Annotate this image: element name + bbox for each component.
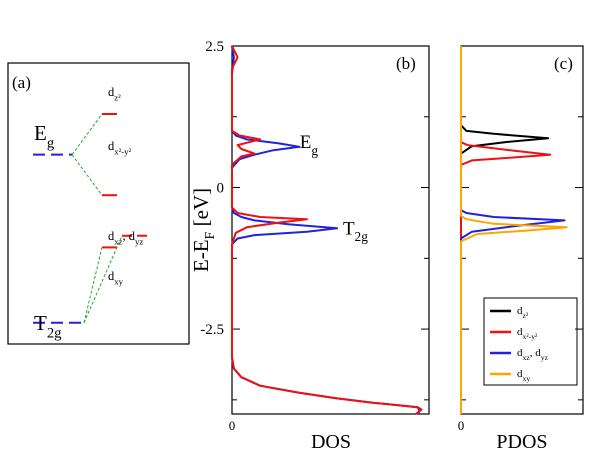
legend-box xyxy=(483,297,578,386)
legend-entry-3: dxy xyxy=(517,368,530,383)
legend-entry-1: dx²-y² xyxy=(517,326,538,341)
xtick-label-0: 0 xyxy=(458,418,465,433)
label-dz²: dz² xyxy=(108,85,121,102)
panel-c-pdos: (c) PDOS dz² dx²-y² dxz, dyz dxy 0 xyxy=(458,45,584,453)
series-line-2 xyxy=(460,46,566,414)
panel-a-diagram: (a) Eg T2g dz² dx²-y² dxy dxz, dyz xyxy=(7,62,190,345)
label-T2g: T2g xyxy=(34,311,62,341)
connector-0 xyxy=(71,113,103,155)
label-dxz: dxz, dyz xyxy=(108,229,143,246)
series-line-3 xyxy=(460,46,568,414)
panel-b-frame xyxy=(231,45,430,415)
panel-b-dos: (b) DOS E-EF [eV] 0 2.5 0 -2.5 Eg T2g xyxy=(189,39,430,453)
label-dx²-y²: dx²-y² xyxy=(108,139,132,156)
series-line-0 xyxy=(231,45,421,415)
series-line-0 xyxy=(460,46,550,414)
ytick-label: 2.5 xyxy=(205,39,224,55)
panel-c-label: (c) xyxy=(554,54,573,73)
legend-entry-0: dz² xyxy=(517,305,529,320)
y-axis-label: E-EF [eV] xyxy=(189,188,218,272)
connector-3 xyxy=(83,235,123,324)
legend-entry-2: dxz, dyz xyxy=(517,347,549,362)
panel-b-label: (b) xyxy=(396,54,416,73)
xtick-label-0: 0 xyxy=(229,418,236,433)
panel-b-xlabel: DOS xyxy=(311,431,351,453)
ytick-label: 0 xyxy=(217,181,225,197)
series-line-1 xyxy=(231,45,423,415)
annotation-Eg: Eg xyxy=(300,132,319,158)
annotation-T2g: T2g xyxy=(343,218,368,244)
label-Eg: Eg xyxy=(34,121,55,151)
panel-a-frame xyxy=(7,62,190,345)
y-axis-label-text: E-EF [eV] xyxy=(189,188,218,272)
legend: dz² dx²-y² dxz, dyz dxy xyxy=(490,305,549,383)
panel-c-xlabel: PDOS xyxy=(496,431,547,453)
series-line-1 xyxy=(460,46,552,414)
connector-1 xyxy=(71,154,103,196)
connector-2 xyxy=(83,247,103,323)
panel-a-label: (a) xyxy=(12,73,31,92)
label-dxy: dxy xyxy=(108,269,124,286)
ytick-label: -2.5 xyxy=(200,322,224,338)
